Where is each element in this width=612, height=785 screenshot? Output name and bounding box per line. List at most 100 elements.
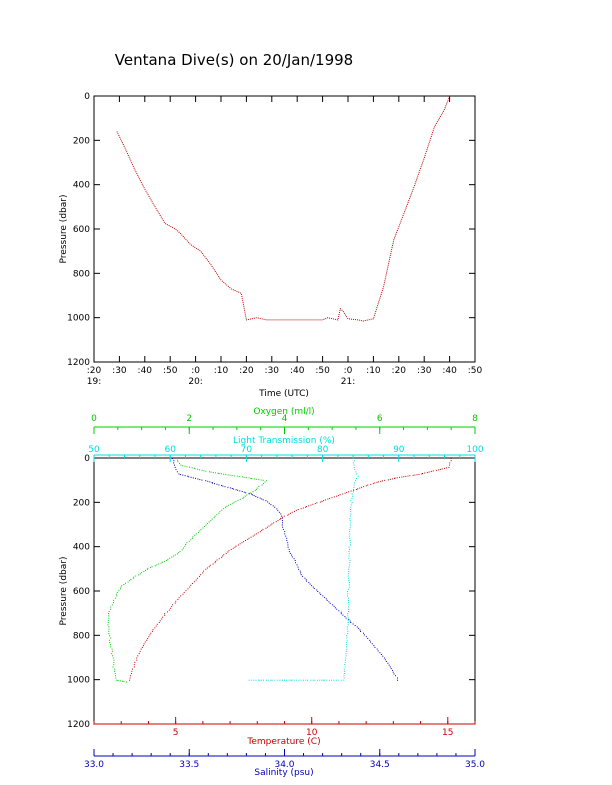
temperature-tick-label: 5	[173, 728, 179, 738]
salinity-point	[211, 482, 213, 483]
temperature-point	[134, 661, 136, 663]
temperature-point	[131, 668, 133, 670]
temperature-point	[353, 489, 355, 491]
salinity-point	[328, 601, 330, 603]
light-point	[300, 679, 302, 681]
temperature-point	[218, 558, 220, 560]
temperature-point	[189, 586, 191, 588]
oxygen-point	[194, 468, 196, 470]
light-point	[350, 542, 352, 544]
oxygen-point	[111, 648, 113, 650]
oxygen-point	[113, 599, 115, 601]
temperature-point	[376, 481, 378, 483]
oxygen-axis: Oxygen (ml/l) 0 2 4 6 8	[91, 407, 478, 434]
temperature-point	[414, 474, 416, 476]
oxygen-point	[116, 593, 118, 595]
top-x-tick-label: :40	[138, 366, 153, 376]
light-point	[286, 679, 287, 681]
oxygen-point	[108, 617, 110, 619]
oxygen-point	[210, 471, 212, 473]
light-point	[349, 537, 351, 539]
temperature-point	[234, 546, 236, 548]
oxygen-point	[108, 639, 110, 641]
salinity-point	[395, 675, 396, 677]
salinity-point	[216, 483, 218, 485]
oxygen-point	[178, 552, 180, 554]
oxygen-point	[108, 630, 110, 632]
oxygen-point	[112, 655, 113, 657]
light-point	[259, 679, 261, 681]
salinity-point	[237, 489, 239, 491]
oxygen-point	[143, 571, 145, 573]
light-point	[347, 630, 349, 632]
oxygen-point	[220, 473, 222, 475]
temperature-point	[295, 509, 297, 511]
bottom-y-tick-label: 1000	[67, 676, 90, 686]
temperature-point	[290, 512, 291, 514]
salinity-point	[358, 627, 360, 629]
light-point	[347, 624, 349, 626]
temperature-point	[262, 528, 264, 530]
light-point	[348, 579, 350, 581]
oxygen-point	[253, 478, 255, 480]
salinity-point	[227, 486, 229, 488]
light-point	[343, 679, 345, 681]
temperature-point	[209, 564, 211, 566]
oxygen-point	[119, 680, 121, 682]
salinity-point	[174, 466, 176, 468]
oxygen-point	[261, 484, 263, 486]
oxygen-point	[192, 536, 194, 538]
light-point	[349, 531, 350, 533]
temperature-point	[428, 471, 430, 473]
oxygen-point	[205, 524, 207, 526]
oxygen-point	[109, 642, 111, 643]
temperature-point	[372, 483, 374, 485]
oxygen-point	[167, 558, 169, 560]
salinity-point	[281, 515, 282, 517]
top-y-tick-label: 200	[73, 136, 90, 146]
oxygen-point	[219, 511, 221, 513]
temperature-point	[247, 538, 249, 540]
light-point	[353, 462, 355, 464]
temperature-point	[183, 591, 185, 593]
oxygen-point	[201, 469, 203, 471]
temperature-point	[405, 475, 407, 477]
top-x-tick-label: :40	[442, 366, 457, 376]
light-point	[346, 626, 348, 628]
salinity-point	[344, 616, 346, 618]
salinity-axis: Salinity (psu) 33.0 33.5 34.0 34.5 35.0	[84, 749, 485, 778]
light-point	[349, 517, 351, 519]
oxygen-point	[223, 508, 225, 510]
salinity-point	[309, 583, 311, 585]
temperature-point	[374, 482, 376, 484]
salinity-point	[257, 496, 259, 498]
salinity-point	[184, 475, 186, 477]
temperature-point	[140, 648, 142, 650]
oxygen-point	[182, 547, 184, 549]
oxygen-point	[221, 509, 223, 511]
oxygen-point	[112, 657, 114, 659]
salinity-point	[287, 546, 289, 548]
temperature-point	[225, 552, 227, 554]
oxygen-point	[108, 626, 110, 628]
salinity-point	[209, 481, 211, 483]
salinity-point	[332, 604, 334, 606]
oxygen-point	[121, 585, 123, 587]
salinity-point	[294, 560, 296, 561]
salinity-point	[255, 496, 257, 497]
oxygen-tick-label: 0	[91, 414, 97, 424]
temperature-point	[199, 575, 200, 577]
oxygen-point	[156, 564, 158, 566]
salinity-point	[359, 629, 361, 631]
salinity-point	[384, 657, 386, 659]
light-point	[343, 668, 345, 670]
temperature-point	[336, 495, 338, 497]
light-point	[346, 646, 348, 648]
temperature-point	[248, 537, 250, 539]
light-tick-label: 60	[164, 445, 176, 455]
temperature-point	[444, 467, 445, 469]
top-x-axis: :2019::30:40:50:020::10:20:30:40:50:021:…	[87, 96, 483, 387]
salinity-point	[388, 664, 390, 666]
temperature-point	[394, 477, 396, 479]
oxygen-point	[186, 542, 188, 544]
